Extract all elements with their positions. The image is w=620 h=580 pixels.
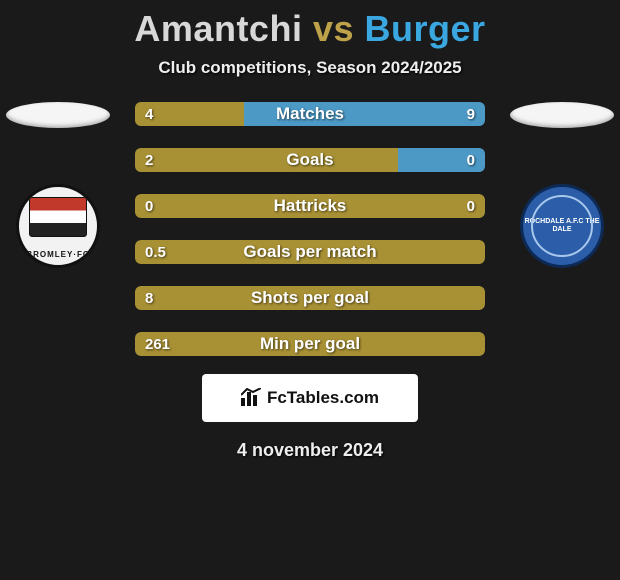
stat-row: Matches49: [135, 102, 485, 126]
subtitle: Club competitions, Season 2024/2025: [0, 58, 620, 78]
chart-icon: [241, 388, 261, 409]
vs-label: vs: [313, 8, 354, 49]
stat-fill-left: [135, 286, 485, 310]
stat-fill-right: [244, 102, 486, 126]
stat-fill-left: [135, 102, 244, 126]
player1-column: BROMLEY·FC: [8, 102, 108, 268]
stat-bars: Matches49 Goals20 Hattricks00 Goals per mat…: [135, 102, 485, 356]
stat-fill-left: [135, 240, 485, 264]
player2-column: ROCHDALE A.F.C THE DALE: [512, 102, 612, 268]
player1-club-name: BROMLEY·FC: [26, 250, 89, 259]
page-title: Amantchi vs Burger: [0, 0, 620, 50]
stat-fill-left: [135, 148, 398, 172]
date-label: 4 november 2024: [0, 440, 620, 461]
player1-nation-flag: [6, 102, 110, 128]
player2-club-name: ROCHDALE A.F.C THE DALE: [523, 218, 601, 235]
stat-fill-left: [135, 332, 485, 356]
stat-row: Hattricks00: [135, 194, 485, 218]
attribution-badge: FcTables.com: [202, 374, 418, 422]
player2-club-badge: ROCHDALE A.F.C THE DALE: [520, 184, 604, 268]
attribution-text: FcTables.com: [267, 388, 379, 408]
stat-row: Goals per match0.5: [135, 240, 485, 264]
player2-name: Burger: [365, 8, 486, 49]
player1-name: Amantchi: [134, 8, 302, 49]
stat-row: Min per goal261: [135, 332, 485, 356]
stat-row: Goals20: [135, 148, 485, 172]
player2-nation-flag: [510, 102, 614, 128]
stat-fill-left: [135, 194, 485, 218]
stat-fill-right: [398, 148, 486, 172]
stat-row: Shots per goal8: [135, 286, 485, 310]
player1-club-badge: BROMLEY·FC: [16, 184, 100, 268]
comparison-panel: BROMLEY·FC ROCHDALE A.F.C THE DALE Match…: [0, 102, 620, 461]
